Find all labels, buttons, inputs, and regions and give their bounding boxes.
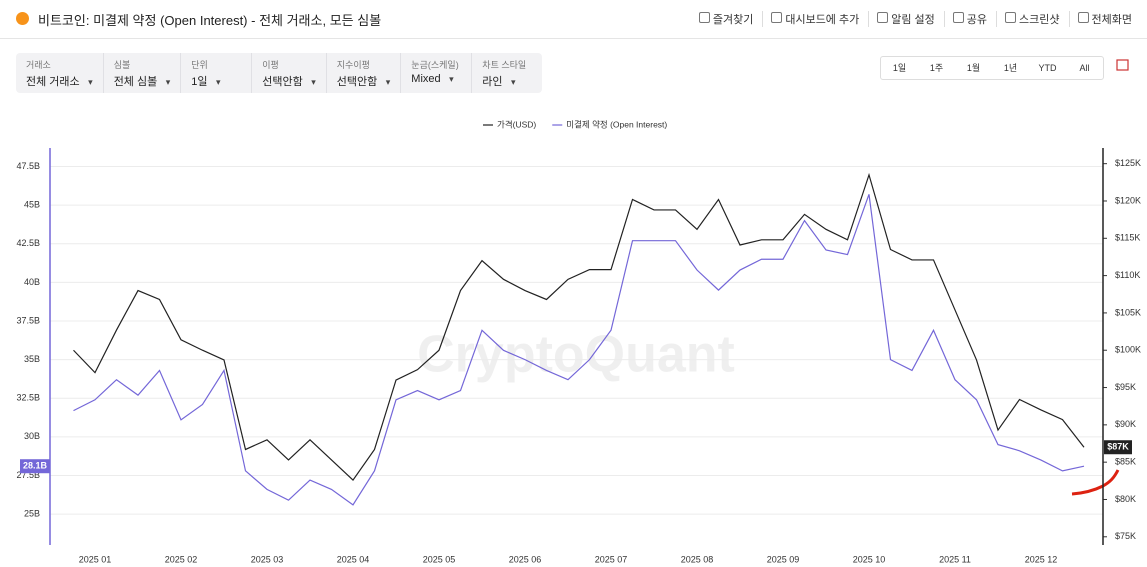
filter-label: 거래소 xyxy=(26,60,51,70)
y2-tick-label: $95K xyxy=(1115,382,1136,392)
x-tick-label: 2025 01 xyxy=(79,554,112,564)
toolbar-button[interactable]: 전체화면 xyxy=(1070,11,1141,27)
btc-icon xyxy=(16,12,29,25)
y-tick-label: 47.5B xyxy=(16,161,40,171)
watermark: CryptoQuant xyxy=(417,326,735,384)
x-tick-label: 2025 12 xyxy=(1025,554,1058,564)
filter-value: 선택안함 xyxy=(337,76,391,88)
last-value-label: $87K xyxy=(1107,442,1129,452)
y-tick-label: 40B xyxy=(24,277,40,287)
y2-tick-label: $85K xyxy=(1115,457,1136,467)
y-tick-label: 30B xyxy=(24,431,40,441)
range-button[interactable]: 1년 xyxy=(1003,63,1018,73)
filter-value: 전체 심볼 xyxy=(114,76,171,88)
y-tick-label: 25B xyxy=(24,508,40,518)
x-tick-label: 2025 08 xyxy=(681,554,714,564)
filter-button[interactable]: 단위 1일 xyxy=(181,53,253,93)
filter-value: 라인 xyxy=(482,76,515,88)
filter-value: Mixed xyxy=(411,73,453,85)
y-tick-label: 45B xyxy=(24,200,40,210)
toolbar-button[interactable]: 공유 xyxy=(945,11,998,27)
y2-tick-label: $100K xyxy=(1115,345,1141,355)
range-button[interactable]: 1주 xyxy=(929,63,944,73)
filter-label: 단위 xyxy=(191,60,208,70)
range-button[interactable]: 1월 xyxy=(966,63,981,73)
last-value-label: 28.1B xyxy=(23,461,48,471)
toolbar-button[interactable]: 대시보드에 추가 xyxy=(763,11,870,27)
y2-tick-label: $110K xyxy=(1115,270,1140,280)
filter-label: 심볼 xyxy=(113,60,131,70)
x-tick-label: 2025 11 xyxy=(939,554,971,564)
range-button[interactable]: All xyxy=(1079,63,1090,73)
legend-label: 가격(USD) xyxy=(497,119,536,129)
series-line xyxy=(73,172,1085,481)
header: 비트코인: 미결제 약정 (Open Interest) - 전체 거래소, 모… xyxy=(0,0,1147,39)
x-tick-label: 2025 06 xyxy=(509,554,542,564)
y-tick-label: 42.5B xyxy=(16,238,40,248)
y2-tick-label: $105K xyxy=(1115,307,1141,317)
range-buttons: 1일 1주 1월 1년 YTD All xyxy=(880,56,1104,80)
last-value-box xyxy=(20,459,50,474)
legend-label: 미결제 약정 (Open Interest) xyxy=(566,119,667,129)
page-title: 비트코인: 미결제 약정 (Open Interest) - 전체 거래소, 모… xyxy=(38,12,382,28)
x-tick-label: 2025 02 xyxy=(165,554,198,564)
y2-tick-label: $75K xyxy=(1115,531,1136,541)
y-tick-label: 32.5B xyxy=(16,393,40,403)
x-tick-label: 2025 10 xyxy=(853,554,886,564)
x-tick-label: 2025 04 xyxy=(337,554,370,564)
y-tick-label: 35B xyxy=(24,354,40,364)
range-button[interactable]: 1일 xyxy=(892,63,907,73)
y-tick-label: 27.5B xyxy=(16,470,40,480)
x-tick-label: 2025 05 xyxy=(423,554,456,564)
toolbar-button[interactable]: 즐겨찾기 xyxy=(691,11,764,27)
filter-value: 전체 거래소 xyxy=(26,76,93,88)
x-tick-label: 2025 09 xyxy=(767,554,800,564)
y2-tick-label: $90K xyxy=(1115,419,1136,429)
calendar-icon xyxy=(1116,59,1129,71)
last-value-box xyxy=(1104,440,1132,455)
filter-label: 차트 스타일 xyxy=(482,60,527,70)
y2-tick-label: $80K xyxy=(1115,494,1136,504)
series-line xyxy=(73,194,1085,506)
x-tick-label: 2025 07 xyxy=(595,554,628,564)
filter-button[interactable]: 눈금(스케일) Mixed xyxy=(401,53,473,93)
y2-tick-label: $120K xyxy=(1115,195,1141,205)
range-button[interactable]: YTD xyxy=(1038,63,1057,73)
filter-label: 눈금(스케일) xyxy=(411,60,459,70)
annotation-scribble xyxy=(1071,469,1120,496)
toolbar-button[interactable]: 알림 설정 xyxy=(869,11,945,27)
toolbar-button[interactable]: 스크린샷 xyxy=(997,11,1070,27)
toolbar: 즐겨찾기 대시보드에 추가 알림 설정 공유 스크린샷 전체화면 xyxy=(691,0,1141,38)
filter-label: 이평 xyxy=(262,60,279,70)
y2-tick-label: $125K xyxy=(1115,158,1141,168)
y2-tick-label: $115K xyxy=(1115,233,1140,243)
x-tick-label: 2025 03 xyxy=(251,554,284,564)
filter-value: 1일 xyxy=(191,76,220,88)
filter-label: 지수이평 xyxy=(336,60,370,70)
y-tick-label: 37.5B xyxy=(16,315,40,325)
filter-value: 선택안함 xyxy=(262,76,316,88)
